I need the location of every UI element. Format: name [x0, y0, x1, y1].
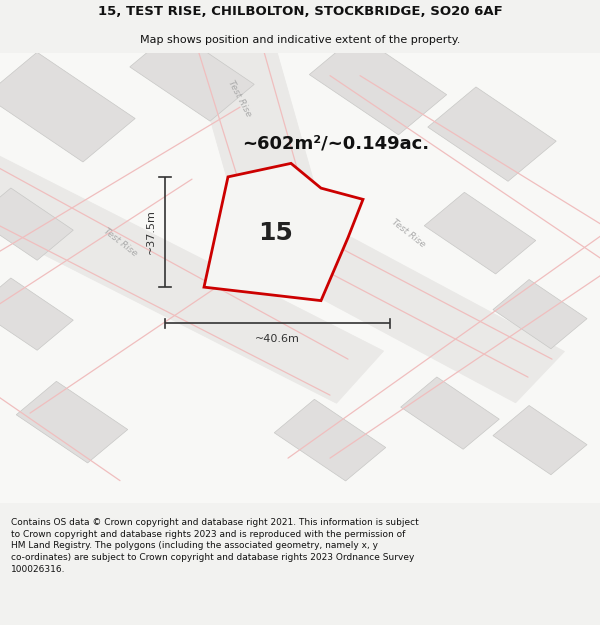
- Polygon shape: [424, 192, 536, 274]
- Polygon shape: [493, 406, 587, 475]
- Polygon shape: [0, 188, 73, 260]
- Polygon shape: [310, 34, 446, 135]
- Text: ~40.6m: ~40.6m: [255, 334, 300, 344]
- Polygon shape: [0, 278, 73, 350]
- Text: 15: 15: [259, 221, 293, 245]
- Text: Test Rise: Test Rise: [227, 78, 253, 118]
- Polygon shape: [204, 163, 363, 301]
- Text: Test Rise: Test Rise: [101, 226, 139, 258]
- Text: Map shows position and indicative extent of the property.: Map shows position and indicative extent…: [140, 35, 460, 45]
- Text: ~602m²/~0.149ac.: ~602m²/~0.149ac.: [242, 134, 430, 152]
- Polygon shape: [401, 377, 499, 449]
- Polygon shape: [130, 30, 254, 121]
- Polygon shape: [0, 153, 383, 403]
- Polygon shape: [0, 52, 135, 162]
- Polygon shape: [428, 87, 556, 181]
- Polygon shape: [16, 381, 128, 463]
- Polygon shape: [493, 279, 587, 349]
- Polygon shape: [274, 399, 386, 481]
- Text: ~37.5m: ~37.5m: [146, 209, 156, 254]
- Polygon shape: [187, 24, 329, 249]
- Text: 15, TEST RISE, CHILBOLTON, STOCKBRIDGE, SO20 6AF: 15, TEST RISE, CHILBOLTON, STOCKBRIDGE, …: [98, 5, 502, 18]
- Polygon shape: [263, 216, 565, 402]
- Text: Contains OS data © Crown copyright and database right 2021. This information is : Contains OS data © Crown copyright and d…: [11, 518, 419, 574]
- Text: Test Rise: Test Rise: [389, 217, 427, 249]
